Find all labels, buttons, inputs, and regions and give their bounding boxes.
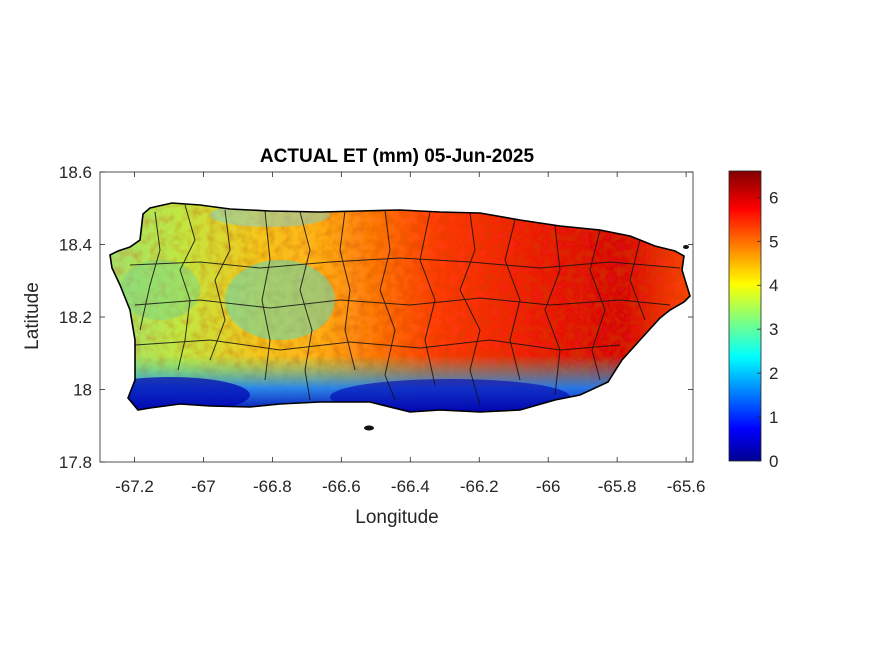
x-tick-label: -66.8 [253, 477, 292, 496]
y-tick-label: 18 [73, 381, 92, 400]
island-coastline [109, 202, 691, 413]
x-tick-label: -66.2 [460, 477, 499, 496]
colorbar-tick-label: 2 [769, 364, 778, 383]
y-tick-label: 18.2 [59, 308, 92, 327]
x-axis: -67.2 -67 -66.8 -66.6 -66.4 -66.2 -66 -65.8 -65.… [115, 172, 705, 496]
x-tick-label: -65.6 [667, 477, 706, 496]
x-axis-label: Longitude [355, 507, 438, 528]
islet-caja-de-muertos [364, 425, 374, 431]
y-tick-label: 18.4 [59, 236, 92, 255]
islet-east [683, 245, 689, 249]
y-tick-label: 18.6 [59, 163, 92, 182]
colorbar-tick-label: 3 [769, 320, 778, 339]
chart-title: ACTUAL ET (mm) 05-Jun-2025 [260, 146, 535, 167]
colorbar-ticks: 6 5 4 3 2 1 0 [757, 188, 778, 471]
x-tick-label: -66 [536, 477, 561, 496]
colorbar [728, 170, 762, 462]
x-tick-label: -67 [191, 477, 216, 496]
x-tick-label: -66.6 [322, 477, 361, 496]
y-tick-label: 17.8 [59, 453, 92, 472]
colorbar-tick-label: 6 [769, 188, 778, 207]
colorbar-tick-label: 1 [769, 408, 778, 427]
x-tick-label: -67.2 [115, 477, 154, 496]
colorbar-tick-label: 5 [769, 232, 778, 251]
x-tick-label: -66.4 [391, 477, 430, 496]
municipality-boundaries [129, 204, 681, 406]
y-axis: 18.6 18.4 18.2 18 17.8 [59, 163, 693, 472]
colorbar-tick-label: 0 [769, 452, 778, 471]
colorbar-tick-label: 4 [769, 276, 778, 295]
x-tick-label: -65.8 [598, 477, 637, 496]
y-axis-label: Latitude [22, 282, 43, 350]
